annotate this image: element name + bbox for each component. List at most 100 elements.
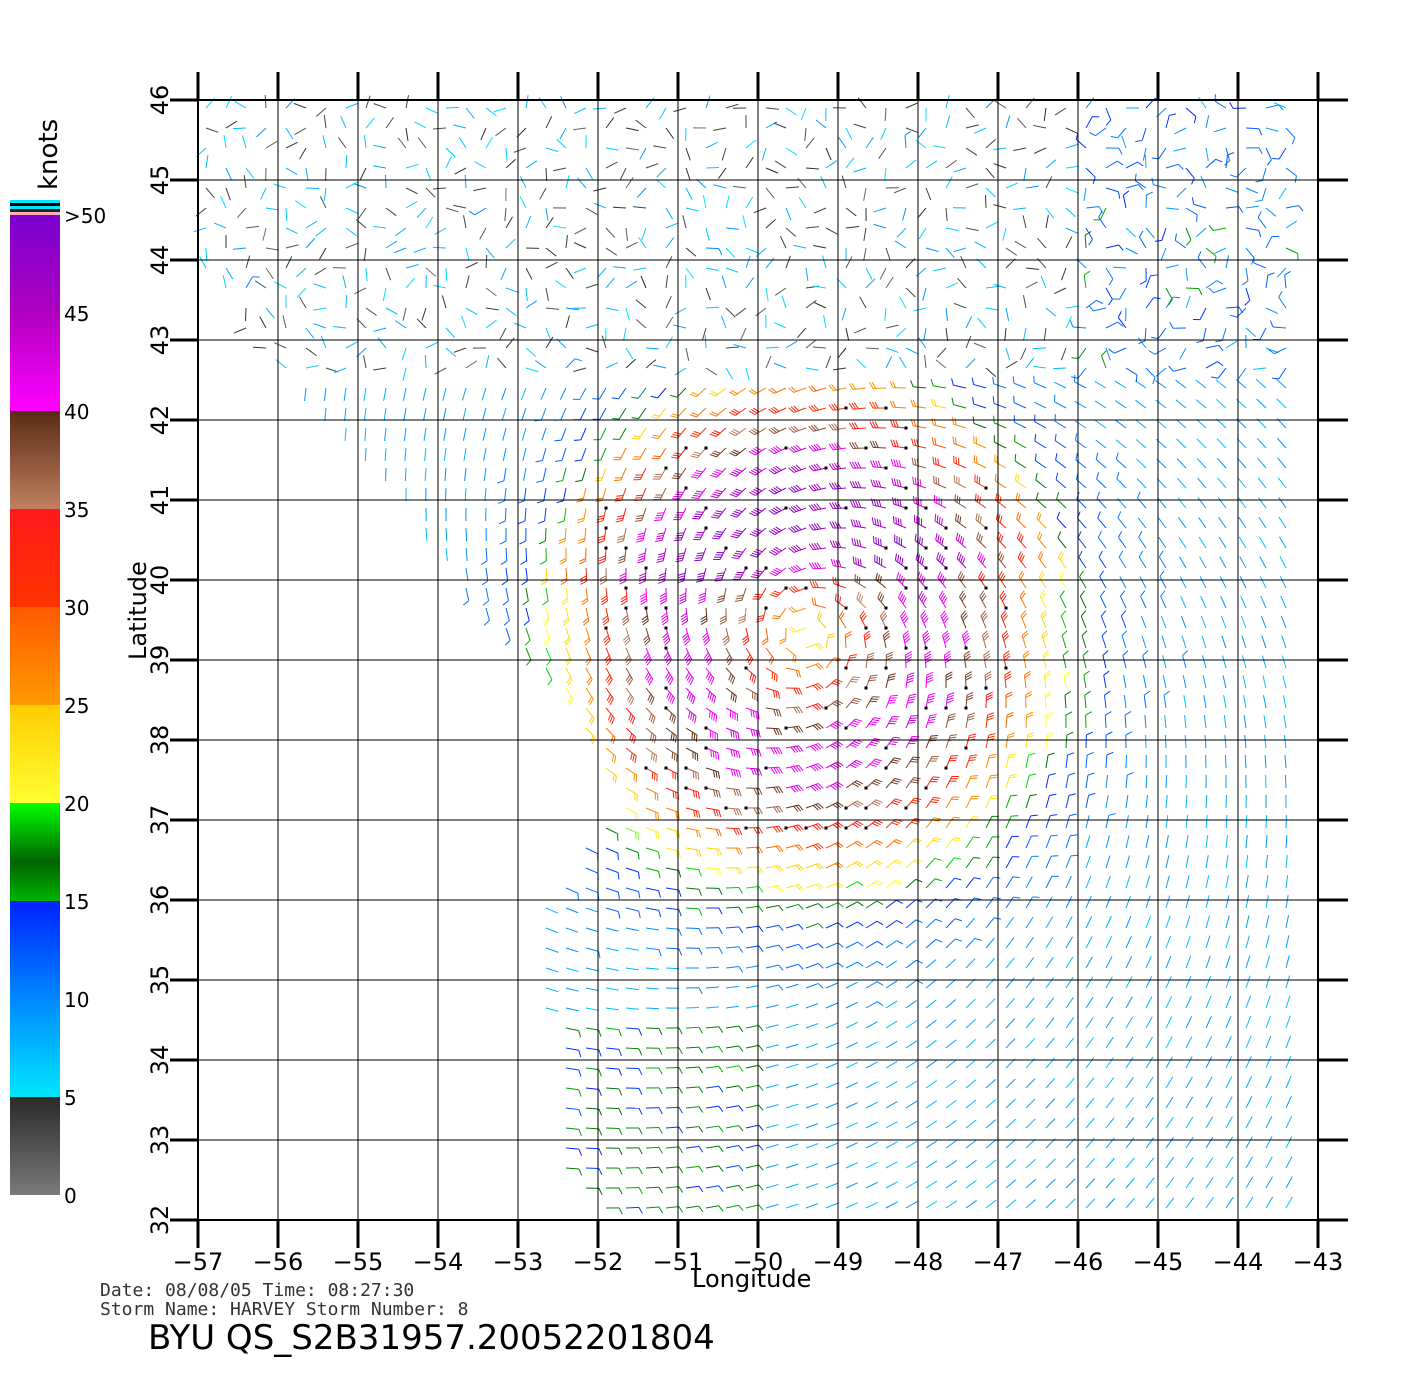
wind-barb — [1017, 117, 1027, 129]
wind-barb — [625, 807, 639, 821]
wind-barb — [1159, 570, 1167, 589]
wind-barb — [1185, 207, 1198, 222]
wind-barb — [1121, 135, 1127, 149]
wind-barb — [965, 836, 981, 849]
wind-barb — [1065, 772, 1076, 789]
wind-barb — [1098, 210, 1107, 229]
wind-barb — [1084, 231, 1092, 249]
wind-barb — [748, 407, 767, 415]
wind-barb — [1025, 1138, 1036, 1149]
wind-barb — [885, 920, 904, 929]
wind-barb — [1105, 1016, 1114, 1029]
wind-barb — [605, 1047, 622, 1057]
wind-barb — [978, 570, 988, 590]
wind-barb — [945, 1180, 958, 1189]
colorbar-label: 35 — [64, 498, 89, 522]
wind-barb — [1164, 734, 1167, 749]
wind-barb — [765, 1124, 779, 1129]
wind-barb — [625, 967, 639, 971]
wind-barb — [645, 827, 660, 840]
wind-barb — [1225, 895, 1230, 909]
wind-barb — [598, 546, 608, 565]
colorbar-gradient — [10, 215, 60, 1195]
wind-barb — [745, 767, 763, 776]
wind-barb — [445, 155, 452, 169]
wind-barb — [395, 227, 407, 237]
wind-barb — [849, 480, 867, 489]
wind-barb — [525, 647, 532, 666]
wind-barb — [605, 1207, 623, 1215]
wind-barb — [964, 671, 973, 690]
wind-barb — [625, 347, 634, 360]
wind-barb — [955, 532, 967, 549]
wind-barb — [694, 547, 707, 562]
wind-barb — [1034, 414, 1047, 429]
wind-barb — [545, 1007, 559, 1012]
wind-barb — [1265, 814, 1268, 829]
wind-barb — [781, 295, 787, 309]
wind-barb — [465, 307, 478, 316]
wind-barb — [702, 195, 707, 209]
wind-barb — [285, 256, 293, 269]
wind-barb — [1138, 530, 1147, 549]
wind-barb — [1245, 875, 1249, 889]
wind-barb — [774, 322, 787, 329]
wind-barb — [540, 387, 547, 401]
wind-barb — [785, 1183, 799, 1189]
wind-barb — [373, 103, 387, 109]
wind-barb — [1205, 247, 1217, 264]
wind-barb — [865, 652, 875, 669]
wind-barb — [869, 401, 888, 410]
wind-barb — [917, 207, 927, 219]
wind-barb — [1244, 754, 1247, 769]
wind-barb — [864, 819, 883, 830]
wind-barb — [1083, 670, 1090, 689]
wind-barb — [985, 138, 996, 149]
wind-barb — [454, 167, 467, 175]
wind-barb — [965, 107, 975, 119]
wind-barb — [865, 278, 876, 289]
wind-barb — [633, 267, 647, 271]
wind-barb — [1165, 915, 1171, 929]
wind-barb — [813, 207, 827, 214]
wind-barb — [684, 766, 700, 780]
wind-barb — [345, 154, 348, 169]
wind-barb — [725, 267, 739, 273]
wind-barb — [1183, 695, 1187, 709]
wind-barb — [373, 144, 387, 149]
wind-barb — [1265, 1055, 1272, 1069]
wind-barb — [573, 427, 587, 441]
wind-barb — [1002, 227, 1007, 241]
wind-barb — [599, 567, 607, 585]
wind-barb — [577, 527, 587, 544]
wind-barb — [1202, 675, 1207, 689]
wind-barb — [841, 175, 847, 189]
wind-barb — [1085, 751, 1094, 769]
wind-barb — [825, 1162, 839, 1169]
wind-barb — [1279, 556, 1287, 569]
wind-barb — [1117, 311, 1127, 329]
wind-barb — [1245, 1096, 1253, 1109]
wind-barb — [889, 400, 907, 409]
speed-colorbar — [10, 200, 60, 1195]
wind-barb — [742, 215, 747, 229]
wind-barb — [905, 979, 923, 989]
wind-barb — [1125, 184, 1144, 191]
wind-barb — [405, 163, 419, 169]
wind-barb — [1145, 855, 1150, 869]
wind-barb — [1205, 875, 1210, 889]
wind-barb — [899, 296, 907, 309]
wind-barb — [205, 127, 219, 133]
wind-barb — [1280, 615, 1287, 629]
wind-barb — [497, 467, 507, 484]
wind-barb — [565, 315, 570, 329]
wind-barb — [1033, 147, 1047, 154]
wind-barb — [852, 556, 867, 569]
wind-barb — [1085, 855, 1091, 869]
wind-barb — [645, 747, 658, 763]
wind-barb — [625, 787, 638, 802]
wind-barb — [1085, 875, 1092, 889]
wind-barb — [1061, 630, 1068, 649]
wind-barb — [853, 327, 867, 334]
wind-barb — [905, 838, 922, 849]
